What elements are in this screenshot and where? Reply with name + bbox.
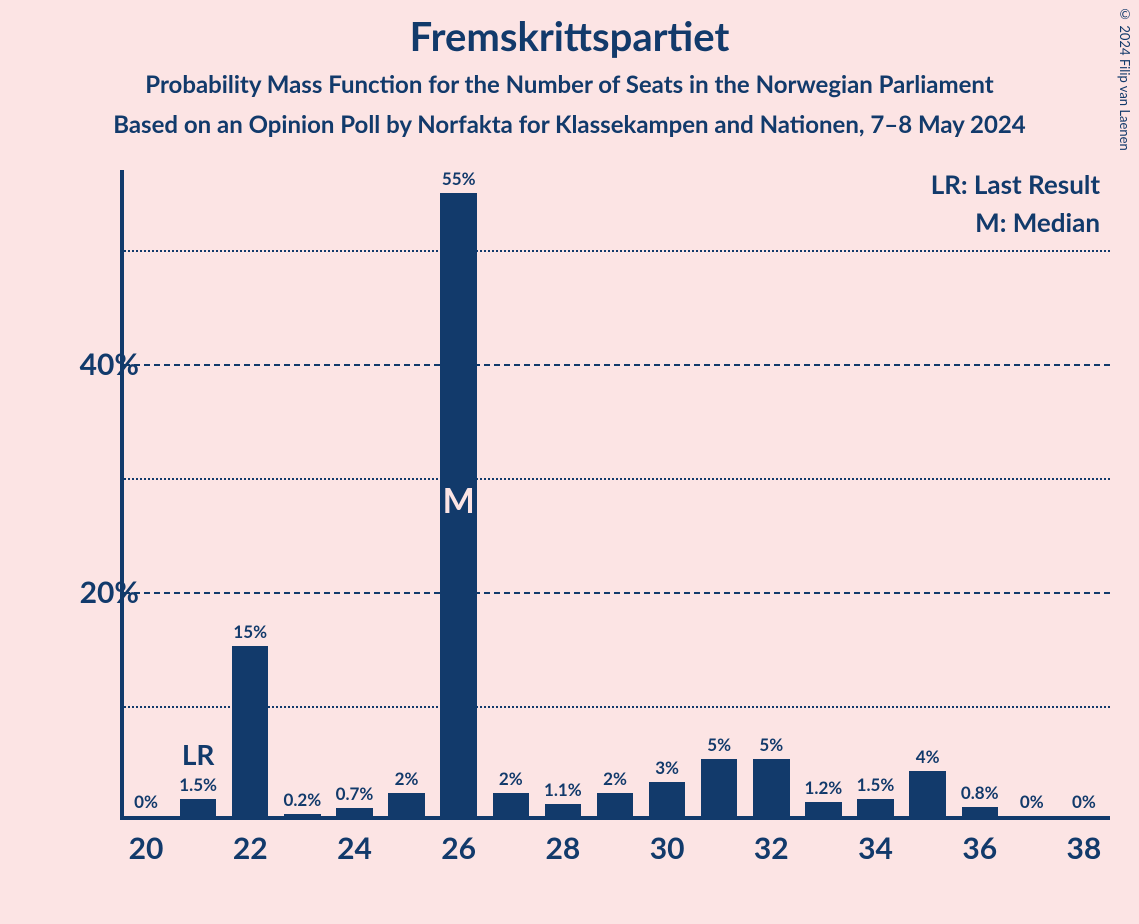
x-tick-label: 30 [637, 830, 697, 866]
x-axis [120, 816, 1110, 820]
bar-seat-28 [545, 804, 581, 816]
bar-seat-23 [284, 814, 320, 816]
gridline-minor [124, 478, 1110, 480]
bar-label: 2% [485, 768, 537, 789]
bar-label: 0.7% [328, 783, 380, 804]
gridline-minor [124, 706, 1110, 708]
gridline-minor [124, 250, 1110, 252]
bar-seat-22 [232, 646, 268, 816]
bar-seat-31 [701, 759, 737, 816]
bar-label: 2% [381, 768, 433, 789]
x-tick-label: 36 [950, 830, 1010, 866]
x-tick-label: 20 [116, 830, 176, 866]
gridline-major [124, 592, 1110, 594]
chart-subtitle: Probability Mass Function for the Number… [0, 70, 1139, 99]
bar-label: 2% [589, 768, 641, 789]
last-result-annotation: LR [168, 737, 228, 771]
bar-seat-25 [388, 793, 424, 816]
bar-label: 3% [641, 757, 693, 778]
bar-seat-32 [753, 759, 789, 816]
y-axis [120, 170, 124, 820]
x-tick-label: 32 [741, 830, 801, 866]
x-tick-label: 22 [220, 830, 280, 866]
bar-seat-21 [180, 799, 216, 816]
legend-median: M: Median [975, 206, 1100, 238]
bar-label: 4% [902, 746, 954, 767]
chart-sourceline: Based on an Opinion Poll by Norfakta for… [0, 110, 1139, 139]
x-tick-label: 26 [429, 830, 489, 866]
bar-seat-34 [857, 799, 893, 816]
bar-seat-29 [597, 793, 633, 816]
bar-label: 1.2% [797, 777, 849, 798]
chart-title: Fremskrittspartiet [0, 12, 1139, 60]
legend-last-result: LR: Last Result [931, 168, 1100, 200]
y-tick-label: 20% [59, 574, 139, 610]
bar-seat-36 [962, 807, 998, 816]
bar-label: 0% [120, 791, 172, 812]
bar-label: 0% [1058, 791, 1110, 812]
bar-label: 0.8% [954, 782, 1006, 803]
bar-seat-27 [493, 793, 529, 816]
x-tick-label: 28 [533, 830, 593, 866]
bar-seat-30 [649, 782, 685, 816]
bar-seat-35 [909, 771, 945, 816]
copyright-notice: © 2024 Filip van Laenen [1117, 6, 1133, 151]
bar-label: 15% [224, 621, 276, 642]
bar-seat-33 [805, 802, 841, 816]
bar-label: 5% [693, 734, 745, 755]
median-annotation: M [443, 480, 475, 521]
bar-label: 1.5% [172, 774, 224, 795]
bar-seat-24 [336, 808, 372, 816]
x-tick-label: 34 [846, 830, 906, 866]
bar-label: 0% [1006, 791, 1058, 812]
bar-label: 1.5% [850, 774, 902, 795]
gridline-major [124, 364, 1110, 366]
y-tick-label: 40% [59, 346, 139, 382]
chart-container: Fremskrittspartiet Probability Mass Func… [0, 0, 1139, 924]
bar-label: 1.1% [537, 779, 589, 800]
bar-label: 0.2% [276, 789, 328, 810]
bar-label: 5% [745, 734, 797, 755]
x-tick-label: 24 [324, 830, 384, 866]
bar-label: 55% [433, 168, 485, 189]
x-tick-label: 38 [1054, 830, 1114, 866]
plot-area: 0%1.5%LR15%0.2%0.7%2%55%M2%1.1%2%3%5%5%1… [120, 170, 1110, 820]
